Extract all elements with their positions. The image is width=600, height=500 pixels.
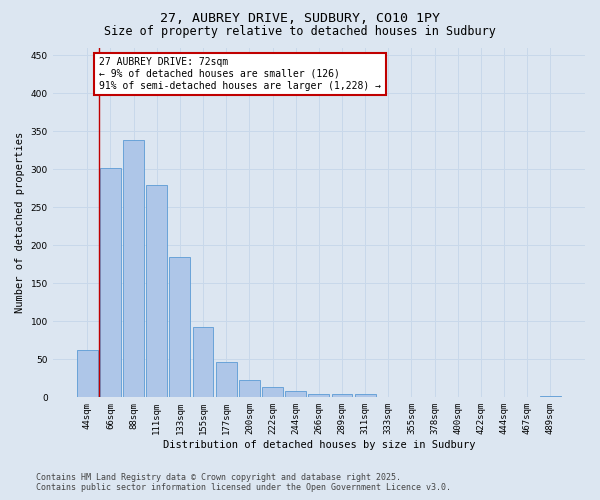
Bar	[332, 394, 352, 398]
Text: Size of property relative to detached houses in Sudbury: Size of property relative to detached ho…	[104, 25, 496, 38]
Text: 27, AUBREY DRIVE, SUDBURY, CO10 1PY: 27, AUBREY DRIVE, SUDBURY, CO10 1PY	[160, 12, 440, 26]
Bar	[517, 396, 538, 398]
Bar	[169, 258, 190, 398]
Bar	[77, 350, 98, 398]
Bar	[100, 168, 121, 398]
Bar	[378, 396, 399, 398]
Bar	[193, 326, 214, 398]
Bar	[308, 394, 329, 398]
Bar	[146, 185, 167, 398]
Bar	[123, 140, 144, 398]
Bar	[448, 396, 468, 398]
X-axis label: Distribution of detached houses by size in Sudbury: Distribution of detached houses by size …	[163, 440, 475, 450]
Bar	[355, 394, 376, 398]
Text: Contains HM Land Registry data © Crown copyright and database right 2025.
Contai: Contains HM Land Registry data © Crown c…	[36, 473, 451, 492]
Y-axis label: Number of detached properties: Number of detached properties	[15, 132, 25, 313]
Bar	[285, 391, 306, 398]
Bar	[262, 386, 283, 398]
Bar	[540, 396, 561, 398]
Text: 27 AUBREY DRIVE: 72sqm
← 9% of detached houses are smaller (126)
91% of semi-det: 27 AUBREY DRIVE: 72sqm ← 9% of detached …	[100, 58, 382, 90]
Bar	[239, 380, 260, 398]
Bar	[216, 362, 236, 398]
